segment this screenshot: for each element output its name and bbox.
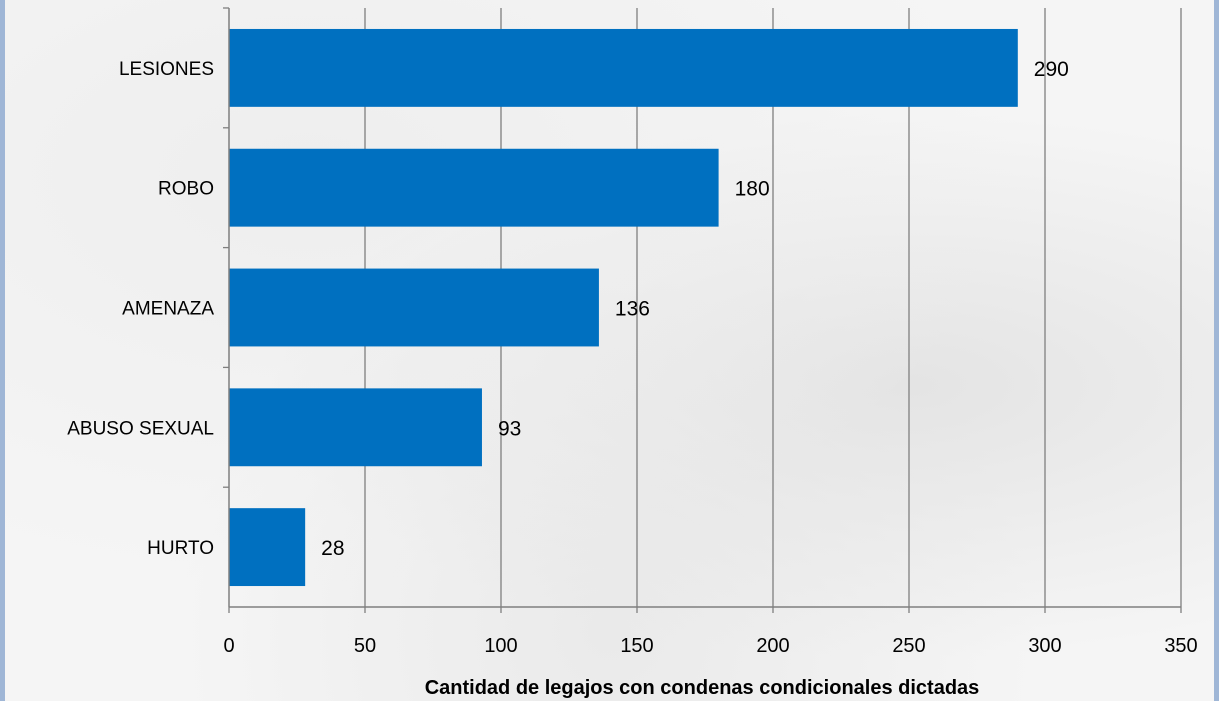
gridlines	[364, 8, 1182, 607]
bar-robo	[229, 148, 719, 227]
data-label-amenaza: 136	[615, 298, 650, 321]
category-label-abuso-sexual: ABUSO SEXUAL	[67, 418, 214, 439]
tick-label-300: 300	[1028, 635, 1061, 657]
data-label-lesiones: 290	[1034, 58, 1069, 81]
data-label-abuso-sexual: 93	[498, 417, 521, 440]
bar-lesiones	[229, 28, 1018, 107]
data-label-robo: 180	[735, 178, 770, 201]
data-labels: 290 180 136 93 28	[321, 58, 1069, 560]
category-labels: LESIONES ROBO AMENAZA ABUSO SEXUAL HURTO	[67, 59, 214, 559]
axes	[223, 7, 1182, 613]
bar-chart: LESIONES ROBO AMENAZA ABUSO SEXUAL HURTO 0 50…	[67, 7, 1198, 699]
category-label-lesiones: LESIONES	[119, 59, 214, 80]
category-label-robo: ROBO	[158, 179, 214, 200]
category-label-amenaza: AMENAZA	[122, 299, 214, 320]
tick-label-350: 350	[1164, 635, 1197, 657]
tick-label-150: 150	[620, 635, 653, 657]
tick-labels: 0 50 100 150 200 250 300 350	[223, 635, 1197, 657]
bar-amenaza	[229, 268, 599, 347]
bar-hurto	[229, 508, 306, 587]
tick-label-0: 0	[223, 635, 234, 657]
bar-abuso-sexual	[229, 388, 482, 467]
category-label-hurto: HURTO	[147, 538, 214, 559]
x-axis-title: Cantidad de legajos con condenas condici…	[425, 677, 980, 699]
tick-label-200: 200	[756, 635, 789, 657]
tick-label-100: 100	[484, 635, 517, 657]
data-label-hurto: 28	[321, 537, 344, 560]
tick-label-250: 250	[892, 635, 925, 657]
tick-label-50: 50	[354, 635, 376, 657]
bars	[229, 28, 1018, 587]
